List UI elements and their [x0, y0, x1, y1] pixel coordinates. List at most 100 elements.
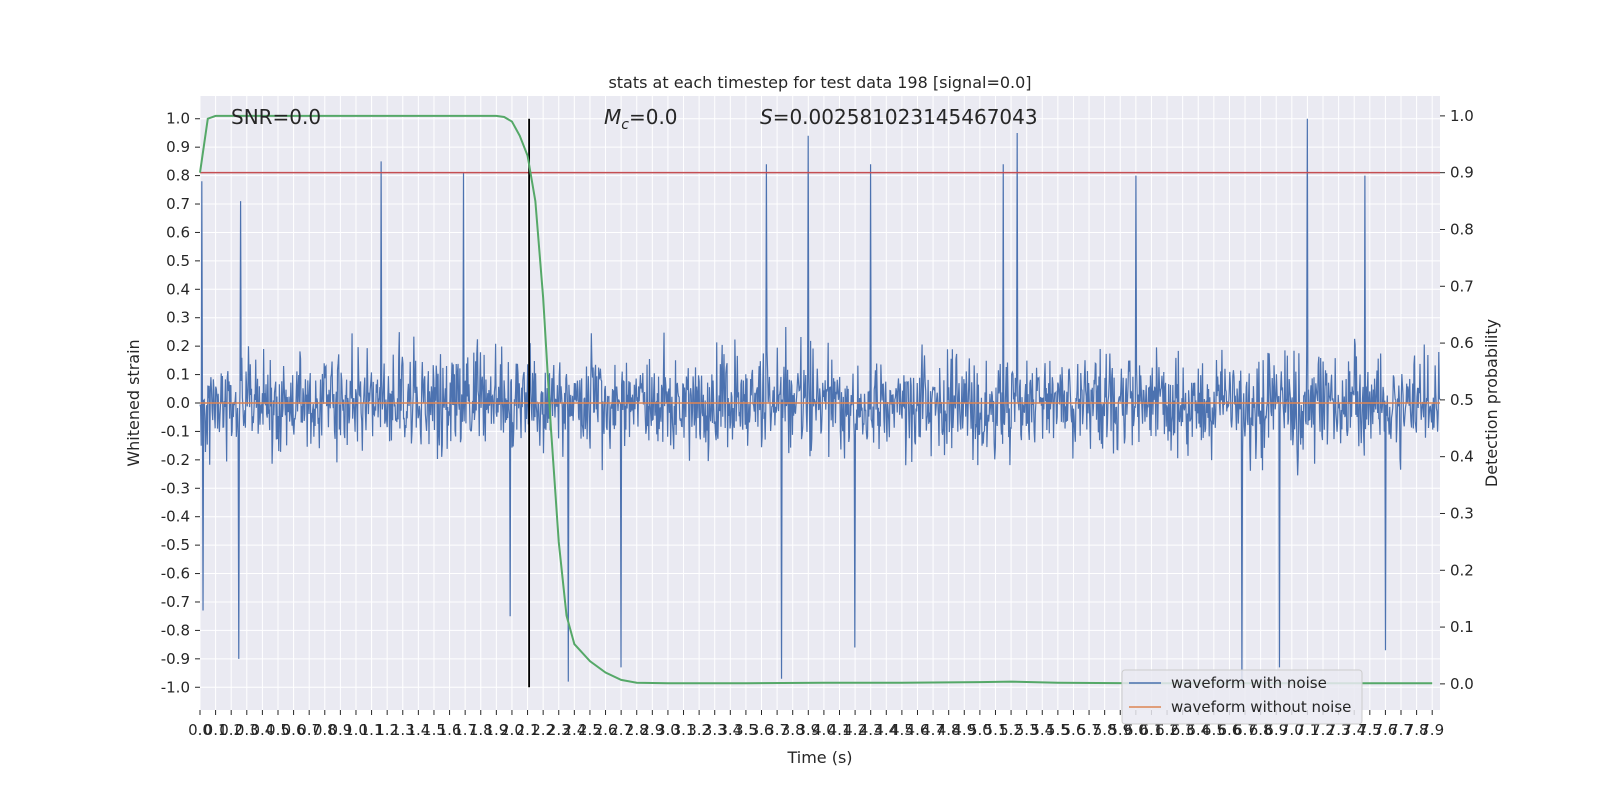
x-tick-label: 7.0: [1280, 721, 1304, 739]
x-tick-label: 2.7: [609, 721, 633, 739]
x-tick-label: 3.1: [672, 721, 696, 739]
x-tick-label: 5.5: [1046, 721, 1070, 739]
x-tick-label: 2.4: [562, 721, 586, 739]
x-tick-label: 0.5: [266, 721, 290, 739]
y-tick-label: -0.2: [161, 451, 190, 469]
annotation-mc-symbol: M: [604, 105, 621, 129]
x-tick-label: 2.5: [578, 721, 602, 739]
y2-tick-label: 0.9: [1450, 164, 1474, 182]
x-tick-label: 1.9: [484, 721, 508, 739]
x-tick-label: 3.7: [765, 721, 789, 739]
x-tick-label: 7.6: [1373, 721, 1397, 739]
y2-tick-label: 0.2: [1450, 561, 1474, 579]
y-tick-label: 0.8: [166, 167, 190, 185]
y-tick-label: 1.0: [166, 110, 190, 128]
x-tick-label: 6.2: [1155, 721, 1179, 739]
y-tick-label: 0.2: [166, 337, 190, 355]
x-tick-label: 3.2: [687, 721, 711, 739]
x-tick-label: 0.4: [250, 721, 274, 739]
legend-box: [1121, 669, 1363, 725]
y-tick-label: -0.7: [161, 593, 190, 611]
x-tick-label: 4.4: [874, 721, 898, 739]
x-tick-label: 1.8: [469, 721, 493, 739]
x-tick-label: 5.3: [1015, 721, 1039, 739]
marks: [199, 114, 1441, 688]
x-tick-label: 5.4: [1030, 721, 1054, 739]
x-tick-label: 5.2: [999, 721, 1023, 739]
x-tick-label: 4.5: [890, 721, 914, 739]
x-tick-label: 1.1: [360, 721, 384, 739]
y-tick-label: -1.0: [161, 678, 190, 696]
x-tick-label: 4.3: [859, 721, 883, 739]
y2-tick-label: 0.7: [1450, 277, 1474, 295]
x-tick-label: 5.7: [1077, 721, 1101, 739]
x-tick-label: 3.5: [734, 721, 758, 739]
x-tick-label: 5.9: [1108, 721, 1132, 739]
x-tick-label: 4.9: [952, 721, 976, 739]
y2-axis-label: Detection probability: [1482, 319, 1501, 487]
x-tick-label: 6.8: [1249, 721, 1273, 739]
x-tick-label: 5.8: [1093, 721, 1117, 739]
x-tick-label: 2.9: [640, 721, 664, 739]
y2-tick-label: 0.6: [1450, 334, 1474, 352]
series-waveform-with-noise: [199, 118, 1441, 682]
x-tick-label: 6.5: [1202, 721, 1226, 739]
y-tick-label: -0.9: [161, 650, 190, 668]
x-axis-label: Time (s): [786, 748, 852, 767]
x-tick-label: 7.2: [1311, 721, 1335, 739]
y-tick-label: -0.1: [161, 422, 190, 440]
x-tick-label: 1.3: [391, 721, 415, 739]
x-tick-label: 0.8: [313, 721, 337, 739]
x-tick-label: 7.1: [1295, 721, 1319, 739]
annotation-mc: Mc=0.0: [604, 105, 678, 133]
x-tick-label: 1.0: [344, 721, 368, 739]
x-tick-label: 7.4: [1342, 721, 1366, 739]
x-tick-label: 6.1: [1140, 721, 1164, 739]
annotation-mc-value: =0.0: [629, 105, 678, 129]
x-tick-label: 2.8: [625, 721, 649, 739]
x-tick-label: 3.9: [796, 721, 820, 739]
legend: waveform with noise waveform without noi…: [1121, 669, 1363, 725]
x-tick-label: 0.3: [235, 721, 259, 739]
x-tick-label: 4.2: [843, 721, 867, 739]
x-tick-label: 4.8: [937, 721, 961, 739]
x-tick-label: 3.6: [750, 721, 774, 739]
annotation-snr: SNR=0.0: [231, 105, 321, 129]
y-tick-label: -0.8: [161, 621, 190, 639]
x-tick-label: 3.0: [656, 721, 680, 739]
x-tick-label: 0.7: [297, 721, 321, 739]
annotation-mc-subscript: c: [621, 117, 629, 133]
x-tick-label: 6.0: [1124, 721, 1148, 739]
y-tick-label: 0.9: [166, 138, 190, 156]
y2-tick-label: 0.1: [1450, 618, 1474, 636]
y2-tick-label: 0.0: [1450, 675, 1474, 693]
x-tick-label: 0.1: [204, 721, 228, 739]
x-tick-label: 5.0: [968, 721, 992, 739]
series-detection-probability: [199, 114, 1433, 685]
y-tick-label: -0.6: [161, 565, 190, 583]
x-tick-label: 0.2: [219, 721, 243, 739]
x-tick-label: 2.0: [500, 721, 524, 739]
x-tick-label: 1.4: [406, 721, 430, 739]
y2-tick-label: 0.3: [1450, 504, 1474, 522]
y2-tick-label: 1.0: [1450, 107, 1474, 125]
x-tick-label: 7.7: [1389, 721, 1413, 739]
y-tick-label: -0.3: [161, 479, 190, 497]
annotation-s: S=0.002581023145467043: [760, 105, 1038, 129]
x-tick-label: 3.4: [718, 721, 742, 739]
y-tick-label: 0.3: [166, 309, 190, 327]
x-tick-label: 6.6: [1218, 721, 1242, 739]
x-tick-label: 6.7: [1233, 721, 1257, 739]
x-tick-label: 1.6: [438, 721, 462, 739]
x-tick-label: 3.8: [781, 721, 805, 739]
legend-label-noise: waveform with noise: [1171, 674, 1327, 692]
x-tick-label: 1.5: [422, 721, 446, 739]
annotation-s-symbol: S: [760, 105, 773, 129]
x-tick-label: 5.6: [1062, 721, 1086, 739]
x-tick-label: 2.1: [516, 721, 540, 739]
x-tick-label: 7.8: [1405, 721, 1429, 739]
y-tick-label: -0.4: [161, 508, 190, 526]
x-tick-label: 7.3: [1327, 721, 1351, 739]
x-tick-label: 6.4: [1186, 721, 1210, 739]
